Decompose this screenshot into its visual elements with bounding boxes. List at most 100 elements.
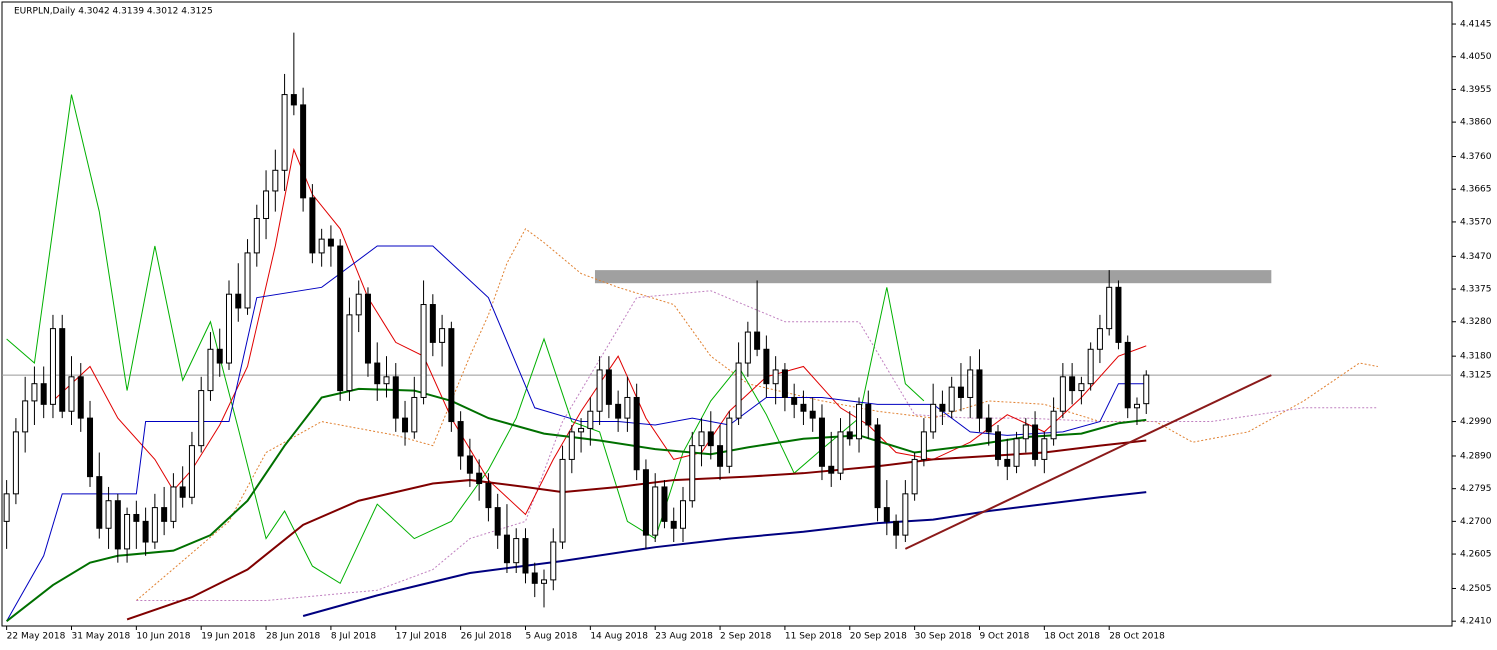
- x-tick-label: 28 Jun 2018: [266, 632, 320, 642]
- candle-body: [513, 538, 520, 564]
- candle-body: [522, 538, 529, 574]
- y-tick-label: 4.2605: [1460, 550, 1492, 560]
- x-tick-label: 30 Sep 2018: [915, 632, 972, 642]
- candle-body: [207, 348, 214, 392]
- candle-body: [920, 431, 927, 460]
- candle-body: [1022, 424, 1029, 440]
- x-tick-label: 26 Jul 2018: [461, 632, 512, 642]
- indicator-line: [52, 147, 1147, 516]
- x-tick-label: 14 Aug 2018: [590, 632, 648, 642]
- y-tick-label: 4.3570: [1460, 217, 1492, 227]
- candle-body: [225, 293, 232, 364]
- candle-body: [420, 304, 427, 398]
- candle-body: [652, 486, 659, 536]
- candle-body: [615, 403, 622, 419]
- y-tick-label: 4.2890: [1460, 451, 1492, 461]
- candle-body: [818, 417, 825, 467]
- candle-body: [485, 483, 492, 509]
- candle-body: [1133, 403, 1140, 409]
- candle-body: [865, 403, 872, 426]
- indicator-line: [6, 387, 1147, 622]
- y-tick-label: 4.2505: [1460, 584, 1492, 594]
- candle-body: [541, 579, 548, 584]
- candle-body: [105, 500, 112, 529]
- candle-body: [318, 238, 325, 254]
- candle-body: [114, 500, 121, 550]
- candle-body: [939, 403, 946, 412]
- candle-body: [253, 217, 260, 254]
- candle-body: [402, 417, 409, 433]
- candle-body: [670, 520, 677, 529]
- candle-body: [31, 383, 38, 402]
- candle-body: [883, 507, 890, 522]
- candle-body: [476, 472, 483, 485]
- candle-body: [281, 94, 288, 171]
- candle-body: [22, 400, 29, 433]
- y-tick-label: 4.3665: [1460, 185, 1492, 195]
- candle-body: [411, 396, 418, 433]
- plot-frame: [1, 1, 1453, 627]
- candle-body: [948, 386, 955, 412]
- candle-body: [68, 376, 75, 412]
- candle-body: [707, 431, 714, 447]
- candle-body: [364, 293, 371, 364]
- candle-body: [744, 331, 751, 364]
- candle-body: [957, 386, 964, 398]
- candle-body: [133, 513, 140, 522]
- y-tick-label: 4.3860: [1460, 118, 1492, 128]
- x-tick-label: 23 Aug 2018: [655, 632, 713, 642]
- candle-body: [698, 431, 705, 447]
- candle-body: [448, 328, 455, 423]
- candle-body: [633, 396, 640, 471]
- candle-body: [1069, 376, 1076, 392]
- candle-body: [772, 369, 779, 385]
- candle-body: [77, 376, 84, 419]
- y-tick-label: 4.3375: [1460, 285, 1492, 295]
- candle-body: [624, 396, 631, 419]
- candle-body: [457, 421, 464, 457]
- indicator-line: [302, 491, 1147, 617]
- candle-body: [846, 431, 853, 440]
- resistance-zone: [594, 270, 1272, 284]
- y-tick-label: 4.4050: [1460, 52, 1492, 62]
- indicator-line: [126, 439, 1147, 621]
- candle-body: [856, 403, 863, 440]
- candle-body: [754, 331, 761, 350]
- candle-body: [1059, 376, 1066, 412]
- candle-body: [374, 362, 381, 385]
- candle-body: [272, 169, 279, 192]
- y-tick-label: 4.2410: [1460, 617, 1492, 627]
- candle-body: [596, 369, 603, 412]
- candle-body: [689, 445, 696, 502]
- price-label: 4.3125: [1460, 371, 1492, 381]
- x-tick-label: 31 May 2018: [71, 632, 130, 642]
- candle-body: [188, 445, 195, 498]
- candle-body: [800, 403, 807, 412]
- candle-body: [151, 507, 158, 543]
- candle-body: [717, 445, 724, 467]
- candle-body: [179, 486, 186, 498]
- candle-body: [1106, 286, 1113, 330]
- candle-body: [346, 314, 353, 392]
- x-tick-label: 28 Oct 2018: [1109, 632, 1165, 642]
- x-tick-label: 9 Oct 2018: [979, 632, 1029, 642]
- candle-body: [874, 424, 881, 509]
- indicator-line: [904, 374, 1272, 550]
- candle-body: [559, 458, 566, 543]
- candle-body: [290, 94, 297, 106]
- candle-body: [59, 328, 66, 412]
- candle-body: [995, 431, 1002, 460]
- y-tick-label: 4.4145: [1460, 20, 1492, 30]
- candle-body: [1078, 383, 1085, 392]
- candle-body: [1115, 286, 1122, 343]
- candle-body: [1013, 438, 1020, 467]
- chart-title: EURPLN,Daily 4.3042 4.3139 4.3012 4.3125: [14, 7, 213, 17]
- candle-body: [550, 541, 557, 581]
- x-tick-label: 18 Oct 2018: [1044, 632, 1100, 642]
- x-tick-label: 17 Jul 2018: [396, 632, 447, 642]
- y-tick-label: 4.3955: [1460, 85, 1492, 95]
- x-tick-label: 22 May 2018: [7, 632, 66, 642]
- candle-body: [1050, 410, 1057, 440]
